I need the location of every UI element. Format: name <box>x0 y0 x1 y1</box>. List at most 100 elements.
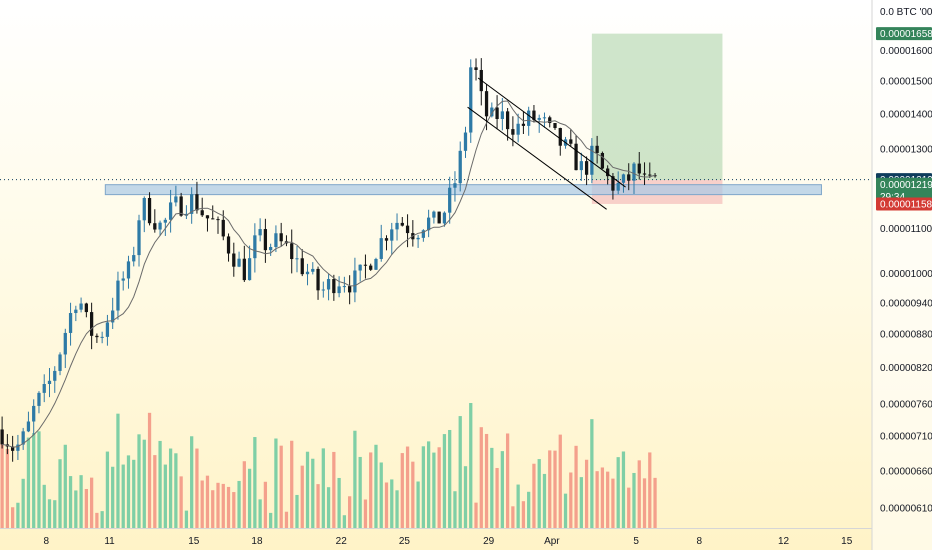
volume-bar <box>416 481 420 528</box>
volume-bar <box>337 477 341 528</box>
volume-bar <box>579 477 583 528</box>
x-tick-label: 8 <box>44 536 50 547</box>
candle-body <box>153 223 157 230</box>
candle-body <box>332 279 336 294</box>
y-tick-label: 0.00000660 <box>880 466 932 477</box>
candle-body <box>221 219 225 237</box>
volume-bar <box>363 499 368 528</box>
volume-bar <box>321 448 325 528</box>
volume-bar <box>5 449 10 528</box>
candle-body <box>627 174 631 181</box>
volume-bar <box>290 440 294 528</box>
candle-body <box>600 152 605 169</box>
volume-bar <box>574 445 578 528</box>
volume-bar <box>542 473 547 528</box>
volume-bar <box>590 419 594 528</box>
candle-body <box>521 123 526 126</box>
x-tick-label: 11 <box>104 536 115 547</box>
candle-body <box>168 202 173 220</box>
volume-bar <box>426 441 431 528</box>
volume-bar <box>442 434 447 528</box>
moving-average-line <box>2 100 656 448</box>
volume-bar <box>384 482 389 528</box>
volume-bar <box>484 433 489 528</box>
volume-bar <box>284 511 289 528</box>
candle-body <box>611 176 615 191</box>
candle-body <box>395 222 399 230</box>
candle-body <box>374 258 378 270</box>
volume-bar <box>74 490 78 528</box>
volume-bar <box>527 491 531 528</box>
volume-bar <box>600 467 605 528</box>
candle-body <box>274 233 278 248</box>
volume-bar <box>105 451 110 528</box>
y-axis-unit-label: 0.0 BTC '00 <box>880 7 932 18</box>
volume-bar <box>611 478 615 528</box>
volume-bar <box>490 447 494 528</box>
candle-body <box>442 212 447 224</box>
candle-body <box>11 446 15 451</box>
candle-body <box>484 91 489 117</box>
candle-body <box>279 233 283 242</box>
candle-body <box>421 230 425 238</box>
volume-bar <box>205 475 210 528</box>
candle-body <box>269 247 273 251</box>
candle-body <box>532 110 536 120</box>
channel-lower-line <box>467 106 607 210</box>
volume-bar <box>274 438 278 528</box>
volume-bar <box>179 476 183 528</box>
volume-bar <box>11 507 15 528</box>
candle-body <box>616 182 620 191</box>
candle-body <box>495 107 499 120</box>
y-tick-label: 0.00001100 <box>880 224 932 235</box>
candle-body <box>653 175 657 177</box>
candle-body <box>53 370 57 381</box>
candle-body <box>100 336 104 338</box>
volume-bar <box>616 457 620 528</box>
candle-body <box>316 268 320 291</box>
y-tick-label: 0.00000710 <box>880 432 932 443</box>
candle-body <box>68 313 73 333</box>
volume-bar <box>369 452 373 528</box>
y-tick-label: 0.00000820 <box>880 363 932 374</box>
drawings-layer <box>467 77 626 210</box>
candle-body <box>116 280 120 311</box>
volume-bar <box>316 484 320 528</box>
candle-body <box>205 215 210 219</box>
volume-bar <box>26 437 31 528</box>
candle-body <box>126 261 131 279</box>
candle-body <box>463 132 468 151</box>
candle-body <box>142 197 146 221</box>
volume-bar <box>500 451 504 528</box>
volume-bar <box>47 499 52 528</box>
current-countdown-badge-text: 0.00001219 <box>880 180 932 191</box>
candle-body <box>542 117 547 119</box>
volume-bar <box>89 477 94 528</box>
channel-upper-line <box>477 77 626 188</box>
candle-body <box>111 310 115 323</box>
volume-bar <box>463 466 468 528</box>
candle-body <box>595 145 599 153</box>
volume-bar <box>37 431 41 528</box>
volume-bar <box>437 447 441 528</box>
volume-bar <box>258 499 262 528</box>
candle-body <box>337 286 341 294</box>
volume-bar <box>147 412 152 528</box>
volume-bar <box>153 455 157 528</box>
volume-bar <box>595 471 599 528</box>
candle-body <box>448 187 452 213</box>
volume-bar <box>184 510 189 528</box>
candle-body <box>216 219 220 221</box>
volume-bar <box>637 460 641 528</box>
candle-body <box>584 161 589 175</box>
volume-bar <box>142 439 146 528</box>
volume-bar <box>469 403 473 528</box>
candle-body <box>505 111 510 130</box>
volume-bar <box>226 486 231 528</box>
candle-body <box>558 128 562 146</box>
candle-body <box>84 303 88 313</box>
candle-body <box>637 163 641 174</box>
candle-body <box>21 431 25 445</box>
candle-body <box>179 196 183 216</box>
candle-body <box>89 312 94 336</box>
